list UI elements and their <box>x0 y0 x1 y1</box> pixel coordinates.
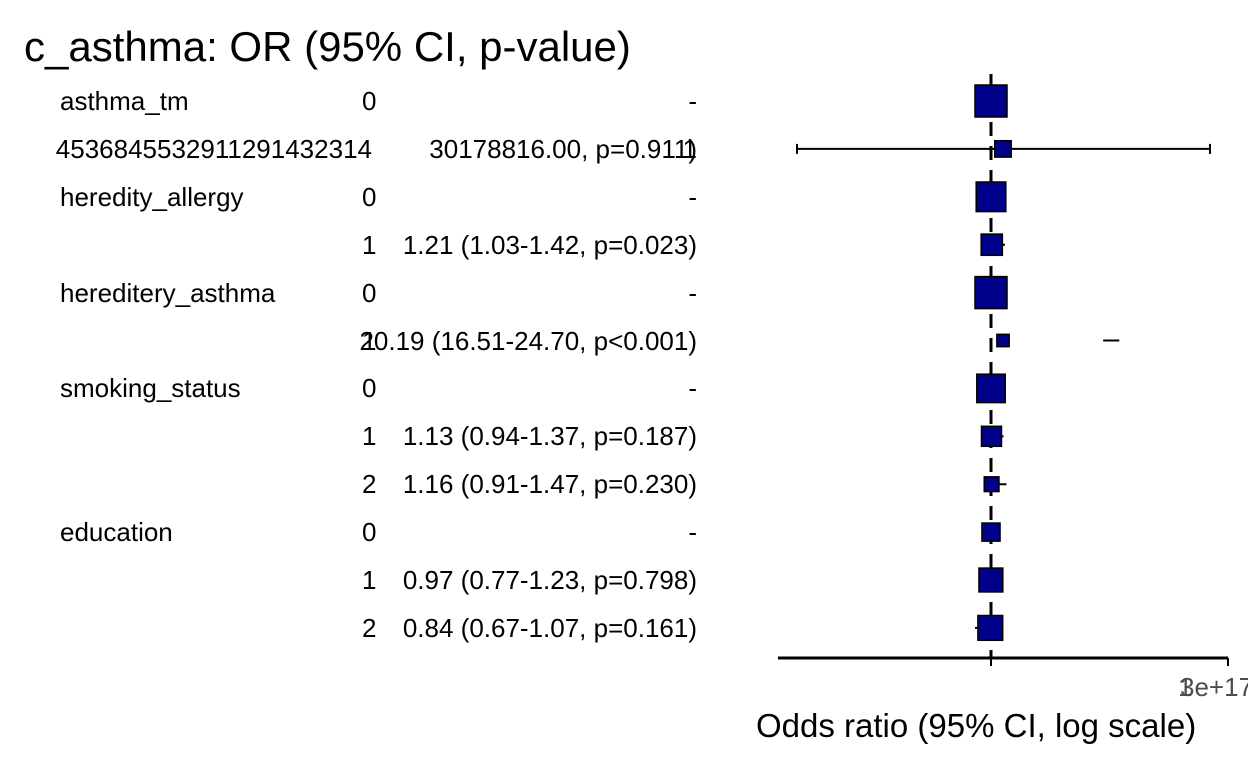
variable-label: education <box>60 517 173 548</box>
estimate-marker <box>974 84 1008 118</box>
estimate-text: - <box>688 373 697 404</box>
estimate-text: - <box>688 517 697 548</box>
x-axis-label: Odds ratio (95% CI, log scale) <box>756 707 1197 744</box>
estimate-marker <box>983 476 1000 493</box>
estimate-text-tail: 30178816.00, p=0.911) <box>429 133 697 164</box>
estimate-text: 1.16 (0.91-1.47, p=0.230) <box>402 469 697 500</box>
estimate-marker <box>996 333 1010 348</box>
estimate-marker <box>980 233 1004 257</box>
estimate-text: - <box>688 181 697 212</box>
x-tick-label-2: 3e+17 <box>1180 672 1248 702</box>
level-label: 1 <box>362 421 377 452</box>
estimate-marker <box>978 567 1004 593</box>
estimate-text: 1.13 (0.94-1.37, p=0.187) <box>402 421 697 452</box>
level-label: 0 <box>362 181 377 212</box>
estimate-text: - <box>688 86 697 116</box>
level-label: 0 <box>362 277 377 308</box>
level-label: 1 <box>362 325 377 356</box>
x-tick-label-1: 1 <box>1178 672 1193 702</box>
estimate-text: 1 <box>682 133 697 164</box>
level-label: 0 <box>362 86 377 116</box>
estimate-marker <box>976 373 1006 404</box>
estimate-text: 0.97 (0.77-1.23, p=0.798) <box>402 565 697 595</box>
estimate-marker <box>977 614 1004 642</box>
variable-label: smoking_status <box>60 373 241 404</box>
variable-label: hereditery_asthma <box>60 277 276 308</box>
level-label: 0 <box>362 517 377 548</box>
estimate-marker <box>981 522 1001 542</box>
estimate-marker <box>975 181 1007 213</box>
level-label: 2 <box>362 612 377 643</box>
estimate-text: 1.21 (1.03-1.42, p=0.023) <box>402 229 697 260</box>
variable-label: heredity_allergy <box>60 181 244 212</box>
chart-title: c_asthma: OR (95% CI, p-value) <box>24 23 631 70</box>
level-label: 0 <box>362 373 377 404</box>
level-label: 4536845532911291432314 <box>55 133 372 164</box>
estimate-text: 20.19 (16.51-24.70, p<0.001) <box>359 325 697 356</box>
level-label: 1 <box>362 565 377 595</box>
estimate-text: - <box>688 277 697 308</box>
level-label: 1 <box>362 229 377 260</box>
variable-label: asthma_tm <box>60 86 189 116</box>
estimate-marker <box>974 275 1008 310</box>
estimate-text: 0.84 (0.67-1.07, p=0.161) <box>402 612 697 643</box>
level-label: 2 <box>362 469 377 500</box>
estimate-marker <box>994 139 1012 158</box>
estimate-marker <box>980 425 1003 448</box>
